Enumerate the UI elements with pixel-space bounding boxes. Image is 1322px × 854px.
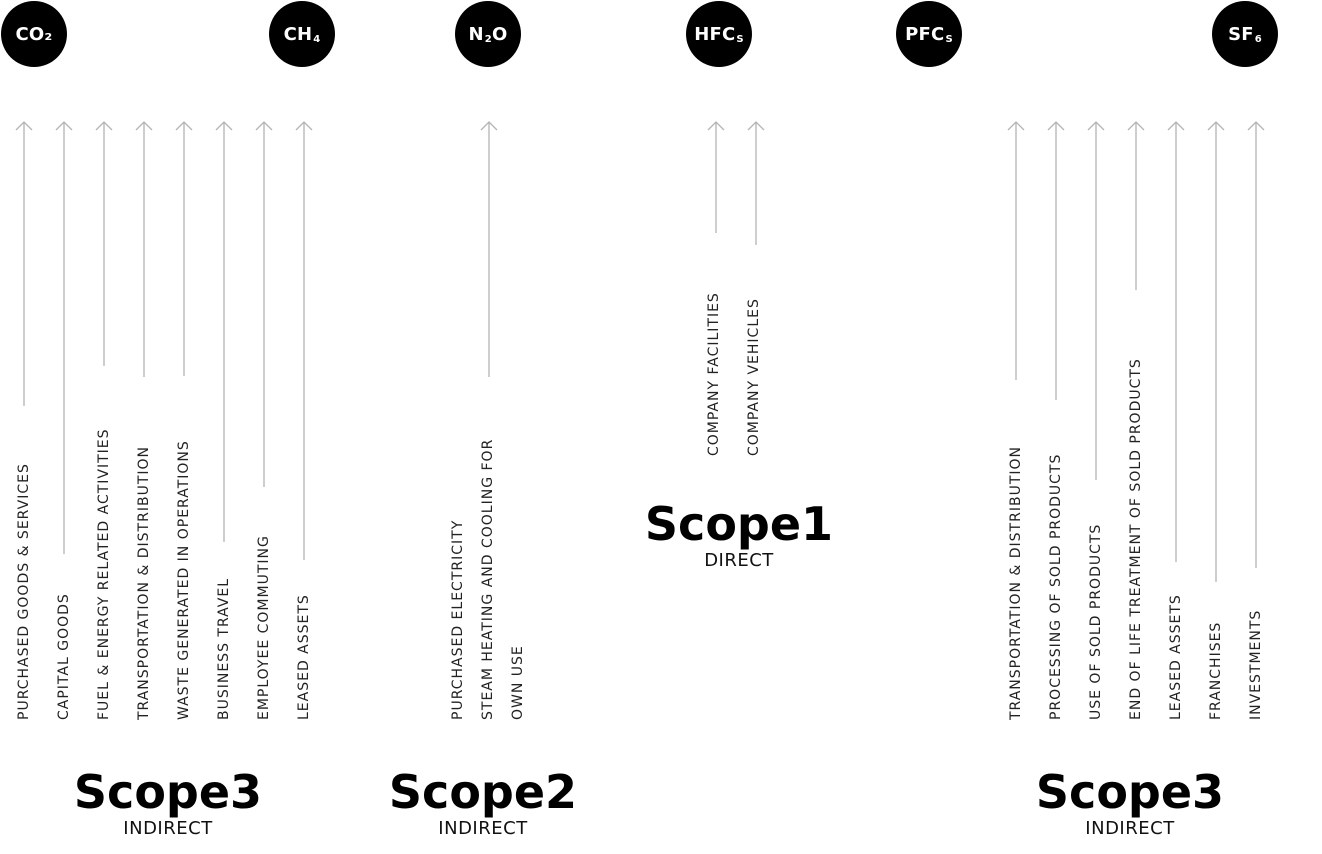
connector-capital-goods [55,121,73,554]
connector-company-facilities [707,121,725,233]
label-business-travel: BUSINESS TRAVEL [216,577,232,720]
scope3-downstream-heading: Scope3 INDIRECT [1010,766,1250,839]
label-company-vehicles: COMPANY VEHICLES [746,298,762,456]
scope3-downstream-title: Scope3 [1035,765,1225,819]
gas-ch4-badge: CH 4 [269,1,335,67]
gas-hfcs-badge: HFC S [686,1,752,67]
connector-purchased-goods [15,121,33,406]
gas-n2o-subscript: 2 [484,33,492,45]
scope2-title: Scope2 [388,765,578,819]
connector-leased-assets-upstream [295,121,313,560]
label-leased-assets-upstream: LEASED ASSETS [296,594,312,720]
connector-transport-downstream [1007,121,1025,380]
connector-company-vehicles [747,121,765,245]
label-fuel-energy: FUEL & ENERGY RELATED ACTIVITIES [96,428,112,720]
connector-fuel-energy [95,121,113,366]
connector-end-of-life [1127,121,1145,290]
scope3-upstream-subtitle: INDIRECT [123,818,213,839]
gas-hfcs-label: HFC [694,23,736,45]
label-employee-commuting: EMPLOYEE COMMUTING [256,535,272,720]
connector-employee-commuting [255,121,273,487]
connector-processing [1047,121,1065,400]
gas-sf6-label: SF [1228,23,1254,45]
label-transport-downstream: TRANSPORTATION & DISTRIBUTION [1008,446,1024,720]
gas-co2-label: CO₂ [15,23,53,45]
gas-pfcs-badge: PFC S [896,1,962,67]
label-transport-upstream: TRANSPORTATION & DISTRIBUTION [136,446,152,720]
label-capital-goods: CAPITAL GOODS [56,593,72,720]
scope1-title: Scope1 [644,497,834,551]
label-investments: INVESTMENTS [1248,609,1264,720]
label-franchises: FRANCHISES [1208,621,1224,720]
scope1-subtitle: DIRECT [704,550,774,571]
gas-sf6-badge: SF 6 [1212,1,1278,67]
label-leased-assets-downstream: LEASED ASSETS [1168,594,1184,720]
gas-n2o-suffix: O [491,23,508,45]
connector-use-of-products [1087,121,1105,480]
label-waste: WASTE GENERATED IN OPERATIONS [176,440,192,720]
connector-scope2 [480,121,498,377]
connector-transport-upstream [135,121,153,377]
scope3-downstream-subtitle: INDIRECT [1085,818,1175,839]
gas-co2-badge: CO₂ [1,1,67,67]
label-processing: PROCESSING OF SOLD PRODUCTS [1048,453,1064,720]
gas-pfcs-label: PFC [905,23,945,45]
gas-ch4-label: CH [283,23,313,45]
connector-business-travel [215,121,233,542]
scope3-upstream-heading: Scope3 INDIRECT [48,766,288,839]
gas-sf6-subscript: 6 [1254,33,1262,45]
scope3-upstream-title: Scope3 [73,765,263,819]
gas-hfcs-subscript: S [736,33,744,45]
gas-ch4-subscript: 4 [313,33,321,45]
label-use-of-products: USE OF SOLD PRODUCTS [1088,523,1104,720]
label-end-of-life: END OF LIFE TREATMENT OF SOLD PRODUCTS [1128,358,1144,720]
connector-leased-assets-downstream [1167,121,1185,562]
gas-n2o-label: N [468,23,484,45]
connector-waste [175,121,193,376]
label-purchased-electricity: PURCHASED ELECTRICITY [450,519,466,720]
gas-pfcs-subscript: S [945,33,953,45]
scope1-heading: Scope1 DIRECT [619,498,859,571]
connector-investments [1247,121,1265,568]
label-purchased-goods: PURCHASED GOODS & SERVICES [16,463,32,720]
label-steam-heating: STEAM HEATING AND COOLING FOR [480,438,496,720]
connector-franchises [1207,121,1225,582]
label-company-facilities: COMPANY FACILITIES [706,292,722,456]
label-own-use: OWN USE [510,645,526,720]
scope2-subtitle: INDIRECT [438,818,528,839]
scope2-heading: Scope2 INDIRECT [363,766,603,839]
